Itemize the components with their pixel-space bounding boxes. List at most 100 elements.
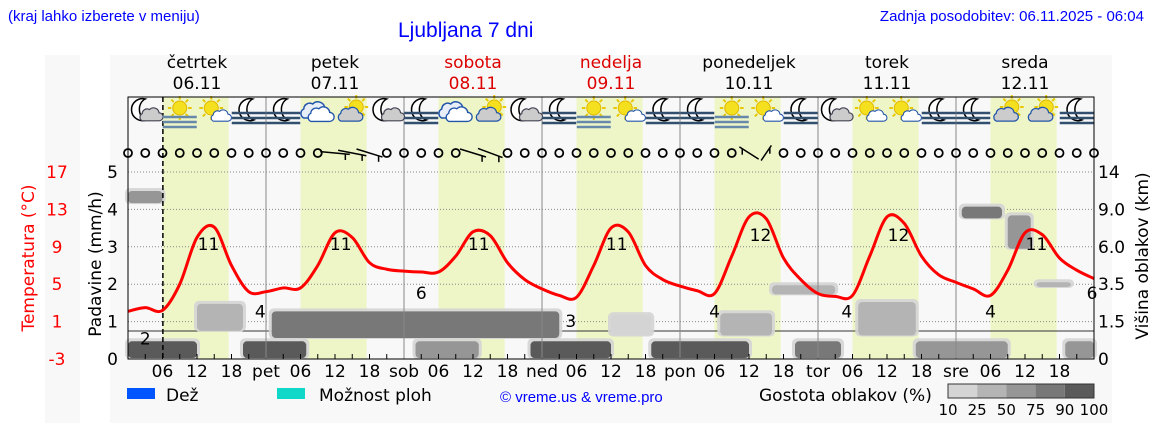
day-date: 12.11 xyxy=(1001,74,1050,94)
sun-ray xyxy=(1037,97,1042,102)
temperature-extreme-label: 12 xyxy=(888,226,910,246)
calm-wind-icon xyxy=(657,148,668,158)
temperature-axis-panel xyxy=(45,55,80,423)
x-tick-label: 06 xyxy=(842,362,864,382)
day-date: 06.11 xyxy=(173,74,222,94)
cloud-shape xyxy=(624,109,646,122)
density-level-label: 75 xyxy=(1026,401,1045,419)
calm-wind-icon xyxy=(968,148,979,158)
cloudy-icon xyxy=(438,101,473,123)
day-name: petek xyxy=(311,53,359,73)
temperature-axis-label: Temperatura (°C) xyxy=(19,184,39,332)
calm-wind-icon xyxy=(1037,148,1048,158)
sun-ray xyxy=(754,98,759,103)
x-tick-label: 12 xyxy=(324,362,346,382)
calm-wind-icon xyxy=(1054,148,1065,158)
cloud-patch xyxy=(651,341,749,358)
sun-ray xyxy=(361,97,366,102)
calm-wind-icon xyxy=(381,148,392,158)
sun-ray xyxy=(1016,112,1021,117)
fog-moon-icon xyxy=(266,97,301,125)
cloud-shape xyxy=(337,106,364,122)
sun-ray xyxy=(598,98,603,103)
sun-ray xyxy=(202,113,207,118)
x-tick-label: 06 xyxy=(704,362,726,382)
x-tick-label: 18 xyxy=(221,362,243,382)
sun-ray xyxy=(892,113,897,118)
moon-shape xyxy=(686,97,705,122)
x-tick-label: 12 xyxy=(738,362,760,382)
precipitation-axis-label: Padavine (mm/h) xyxy=(86,191,106,336)
fog-sun-icon xyxy=(714,96,749,129)
calm-wind-icon xyxy=(726,148,737,158)
cloud-sun-icon xyxy=(1027,95,1059,122)
calm-wind-icon xyxy=(588,148,599,158)
day-date: 09.11 xyxy=(587,74,636,94)
calm-wind-icon xyxy=(261,148,271,158)
day-name: torek xyxy=(865,53,909,73)
calm-wind-icon xyxy=(1071,148,1082,158)
density-swatch xyxy=(948,384,978,398)
temperature-tick: 1 xyxy=(52,313,63,333)
precipitation-tick: 3 xyxy=(107,238,118,258)
cloud-shape xyxy=(475,106,502,122)
cloud-patch xyxy=(915,341,1008,358)
precipitation-tick: 4 xyxy=(107,200,118,220)
day-name: sobota xyxy=(444,53,502,73)
precipitation-tick: 1 xyxy=(107,313,118,333)
cloud-height-tick: 0 xyxy=(1098,350,1109,370)
cloud-patch xyxy=(772,285,836,295)
location-hint[interactable]: (kraj lahko izberete v meniju) xyxy=(8,8,200,25)
fog-moon-icon xyxy=(404,97,439,125)
cloud-shape xyxy=(993,106,1019,122)
moon-shape xyxy=(790,97,809,122)
temperature-extreme-label: 4 xyxy=(709,303,720,323)
cloud-patch xyxy=(415,341,479,358)
x-tick-label: 06 xyxy=(152,362,174,382)
cloud-density-label: Gostota oblakov (%) xyxy=(759,386,932,406)
calm-wind-icon xyxy=(813,148,823,158)
sun-ray xyxy=(1051,112,1056,117)
fog-moon-icon xyxy=(956,97,991,125)
last-updated: Zadnja posodobitev: 06.11.2025 - 06:04 xyxy=(880,8,1144,25)
cloud-height-tick: 1.5 xyxy=(1098,313,1125,333)
cloud-patch xyxy=(1036,282,1071,287)
sun-cloud-icon xyxy=(199,96,232,122)
calm-wind-icon xyxy=(157,148,168,158)
cloud-patch xyxy=(530,341,611,358)
temperature-line xyxy=(127,211,1095,314)
cloud-patch xyxy=(128,190,163,204)
temperature-extreme-label: 3 xyxy=(565,312,576,332)
sun-cloud-icon xyxy=(751,96,784,122)
calm-wind-icon xyxy=(416,148,427,158)
cloud-shape xyxy=(445,106,473,123)
cloud-shape xyxy=(866,109,888,122)
x-tick-label: 06 xyxy=(428,362,450,382)
x-tick-label: 18 xyxy=(497,362,519,382)
temperature-tick: 5 xyxy=(52,275,63,295)
temperature-extreme-label: 12 xyxy=(750,226,772,246)
sun-ray xyxy=(857,113,862,118)
cloud-patch xyxy=(961,206,1002,219)
moon-cloud-icon xyxy=(510,97,544,122)
cloud-shape xyxy=(210,109,232,122)
x-tick-label: 06 xyxy=(566,362,588,382)
x-tick-label: 18 xyxy=(773,362,795,382)
moon-shape xyxy=(272,97,291,122)
wind-barb-icon xyxy=(459,148,487,162)
sun-ray xyxy=(768,98,773,103)
day-name: sreda xyxy=(1001,53,1048,73)
wind-barb-shaft xyxy=(320,150,350,156)
sun-ray xyxy=(906,98,911,103)
sun-ray xyxy=(499,97,504,102)
copyright-link[interactable]: © vreme.us & vreme.pro xyxy=(500,389,663,406)
x-tick-label: pet xyxy=(252,362,280,382)
density-level-label: 10 xyxy=(938,401,957,419)
moon-shape xyxy=(962,97,981,122)
calm-wind-icon xyxy=(174,148,185,158)
calm-wind-icon xyxy=(209,148,220,158)
cloud-patch xyxy=(1007,215,1031,249)
day-name: nedelja xyxy=(580,53,642,73)
temperature-extreme-label: 4 xyxy=(255,303,266,323)
calm-wind-icon xyxy=(140,148,151,158)
